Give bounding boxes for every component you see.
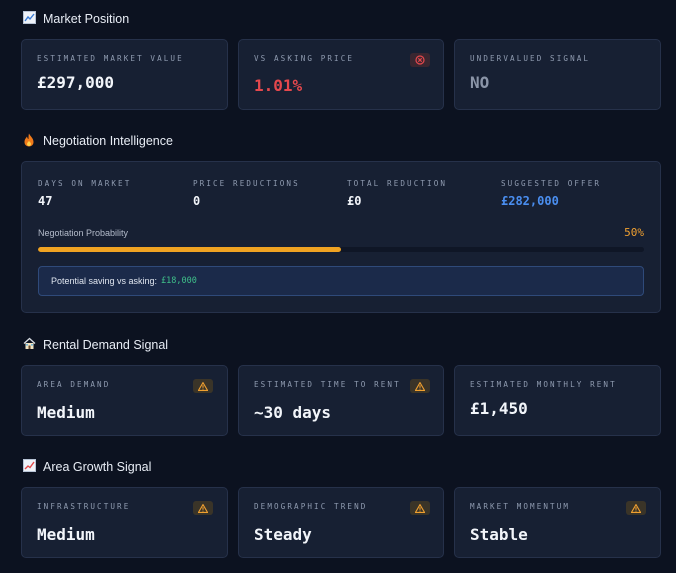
card-value: £297,000 — [37, 73, 115, 92]
trend-up-icon — [22, 459, 36, 475]
card-value: Medium — [37, 403, 95, 422]
card-estimated-market-value: ESTIMATED MARKET VALUE £297,000 — [21, 39, 228, 110]
card-label: AREA DEMAND — [37, 380, 111, 389]
card-value: Stable — [470, 525, 528, 544]
chart-icon — [22, 11, 36, 27]
saving-amount: £18,000 — [161, 276, 197, 286]
section-title-text: Area Growth Signal — [43, 460, 152, 474]
stat-value-price-reductions: 0 — [193, 194, 201, 208]
section-negotiation-intelligence: Negotiation Intelligence — [22, 132, 173, 150]
card-estimated-time-to-rent: ESTIMATED TIME TO RENT ~30 days — [238, 365, 444, 436]
card-value: Steady — [254, 525, 312, 544]
card-label: INFRASTRUCTURE — [37, 502, 131, 511]
card-label: ESTIMATED TIME TO RENT — [254, 380, 401, 389]
stat-label-suggested-offer: SUGGESTED OFFER — [501, 179, 602, 188]
card-label: ESTIMATED MONTHLY RENT — [470, 380, 617, 389]
section-area-growth: Area Growth Signal — [22, 458, 151, 476]
saving-label: Potential saving vs asking: — [51, 276, 158, 286]
card-market-momentum: MARKET MOMENTUM Stable — [454, 487, 661, 558]
stat-label-total-reduction: TOTAL REDUCTION — [347, 179, 448, 188]
card-estimated-monthly-rent: ESTIMATED MONTHLY RENT £1,450 — [454, 365, 661, 436]
stat-label-price-reductions: PRICE REDUCTIONS — [193, 179, 300, 188]
card-undervalued-signal: UNDERVALUED SIGNAL NO — [454, 39, 661, 110]
card-label: UNDERVALUED SIGNAL — [470, 54, 591, 63]
warning-icon — [410, 501, 430, 515]
warning-icon — [410, 379, 430, 393]
card-label: VS ASKING PRICE — [254, 54, 355, 63]
section-title-text: Rental Demand Signal — [43, 338, 169, 352]
section-rental-demand: Rental Demand Signal — [22, 336, 168, 354]
house-icon — [22, 337, 36, 353]
potential-saving-box: Potential saving vs asking: £18,000 — [38, 266, 644, 296]
card-value: Medium — [37, 525, 95, 544]
card-value: ~30 days — [254, 403, 332, 422]
fire-icon — [22, 133, 36, 150]
card-label: DEMOGRAPHIC TREND — [254, 502, 368, 511]
section-title-text: Negotiation Intelligence — [43, 134, 173, 148]
negotiation-card: DAYS ON MARKET 47 PRICE REDUCTIONS 0 TOT… — [21, 161, 661, 313]
warning-icon — [193, 379, 213, 393]
card-area-demand: AREA DEMAND Medium — [21, 365, 228, 436]
card-demographic-trend: DEMOGRAPHIC TREND Steady — [238, 487, 444, 558]
close-circle-icon — [410, 53, 430, 67]
section-title-text: Market Position — [43, 12, 130, 26]
card-label: ESTIMATED MARKET VALUE — [37, 54, 184, 63]
section-market-position: Market Position — [22, 10, 129, 28]
card-label: MARKET MOMENTUM — [470, 502, 571, 511]
card-infrastructure: INFRASTRUCTURE Medium — [21, 487, 228, 558]
stat-value-total-reduction: £0 — [347, 194, 362, 208]
card-value: £1,450 — [470, 399, 528, 418]
negotiation-probability-value: 50% — [624, 226, 644, 239]
stat-value-suggested-offer: £282,000 — [501, 194, 559, 208]
negotiation-probability-bar — [38, 247, 644, 252]
stat-label-days-on-market: DAYS ON MARKET — [38, 179, 132, 188]
stat-value-days-on-market: 47 — [38, 194, 53, 208]
negotiation-probability-label: Negotiation Probability — [38, 228, 129, 238]
warning-icon — [626, 501, 646, 515]
card-value: 1.01% — [254, 76, 303, 95]
warning-icon — [193, 501, 213, 515]
negotiation-probability-fill — [38, 247, 341, 252]
card-value: NO — [470, 73, 490, 92]
card-vs-asking-price: VS ASKING PRICE 1.01% — [238, 39, 444, 110]
